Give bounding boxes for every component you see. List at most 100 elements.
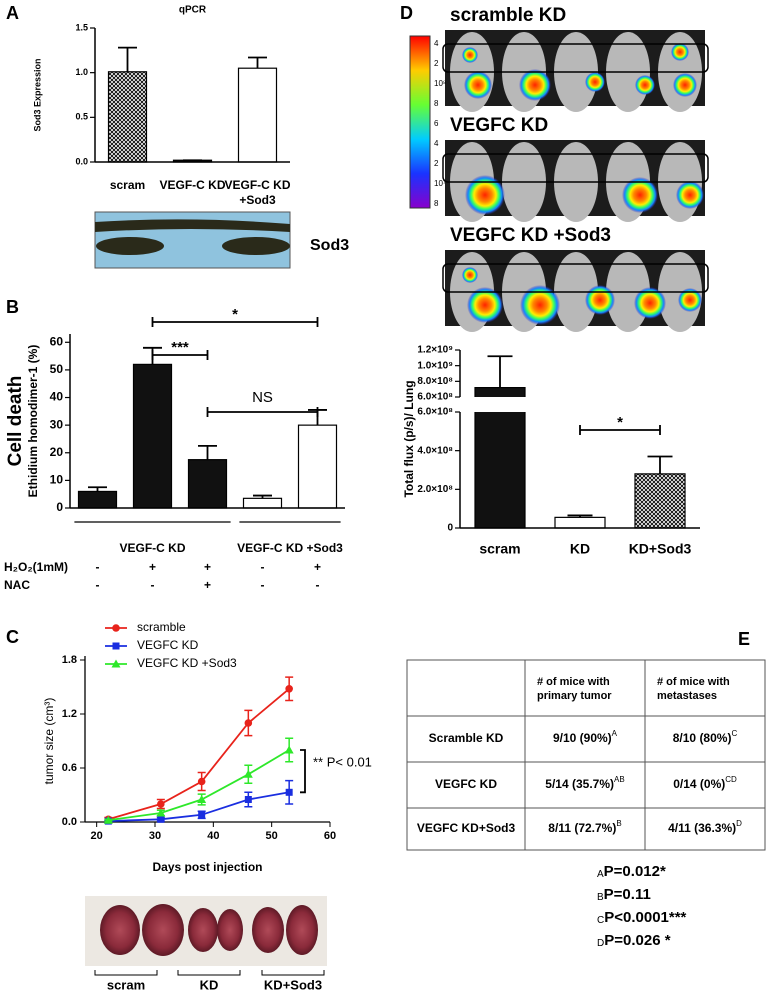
cell-superscript: AB — [614, 775, 625, 784]
y-tick-label: 0.6 — [62, 762, 77, 774]
table-border — [406, 659, 766, 851]
signal — [467, 287, 503, 323]
panel-letter: D — [400, 3, 413, 23]
blot-band — [222, 237, 290, 255]
significance-label: NS — [252, 389, 273, 406]
marker — [197, 795, 207, 803]
error-bar — [647, 455, 673, 474]
tumor — [100, 905, 140, 955]
x-tick-label: VEGF-C KD +Sod3 — [225, 178, 291, 207]
p-value: DP=0.026 * — [597, 932, 671, 949]
y-tick-label: 0 — [56, 500, 63, 514]
p-value: BP=0.11 — [597, 886, 651, 903]
p-value-letter: A — [597, 869, 604, 880]
image-label: VEGFC KD — [450, 115, 548, 136]
significance-label: ** P< 0.01 — [313, 755, 372, 770]
colorbar-label: 8 — [434, 199, 439, 208]
blot-label: Sod3 — [310, 237, 349, 254]
marker — [157, 800, 165, 808]
table-cell: 4/11 (36.3%)D — [668, 819, 742, 835]
signal — [634, 287, 666, 319]
marker — [244, 796, 252, 803]
panel-letter: E — [738, 629, 750, 649]
y-tick-label: 10 — [50, 473, 64, 487]
y-tick-label: 1.8 — [62, 654, 77, 666]
colorbar-label: 2 — [434, 159, 439, 168]
significance-label: *** — [171, 339, 189, 356]
bar — [554, 516, 606, 529]
x-tick-label: KD — [570, 541, 590, 557]
cell-text: 9/10 (90%) — [553, 731, 612, 745]
y-tick-label: 1.2×10⁹ — [417, 345, 453, 356]
row-label: VEGFC KD+Sod3 — [417, 821, 516, 835]
signal — [585, 72, 605, 92]
table-cell: 9/10 (90%)A — [553, 729, 618, 745]
row-label: Scramble KD — [429, 731, 504, 745]
cell-superscript: D — [736, 819, 742, 828]
table-cell: 8/11 (72.7%)B — [548, 819, 621, 835]
marker — [157, 815, 165, 823]
y-axis-label: tumor size (cm³) — [42, 698, 56, 785]
x-tick-label: scram — [479, 541, 520, 557]
panel-letter: C — [6, 627, 19, 647]
error-bar — [567, 514, 593, 518]
cell-superscript: C — [731, 729, 737, 738]
chart-title: qPCR — [179, 5, 207, 16]
y-tick-label: 1.0 — [75, 67, 88, 77]
bar — [242, 497, 283, 509]
signal — [676, 181, 704, 209]
significance-bracket — [206, 407, 319, 417]
y-tick-label: 1.5 — [75, 22, 88, 32]
tumor — [252, 907, 284, 953]
colorbar-label: 10⁸ — [434, 79, 446, 88]
condition-value: - — [96, 560, 100, 574]
series-line — [108, 749, 290, 822]
significance-bracket — [151, 317, 319, 327]
error-bar — [253, 494, 272, 499]
blot-band — [96, 237, 164, 255]
legend-label: VEGFC KD — [137, 638, 199, 652]
marker — [285, 788, 293, 796]
x-tick-label: 40 — [207, 830, 219, 842]
cell-text: 5/14 (35.7%) — [545, 777, 614, 791]
y-tick-label: 1.2 — [62, 708, 77, 720]
p-value-text: P<0.0001*** — [604, 909, 686, 926]
y-tick-label: 20 — [50, 445, 64, 459]
y-tick-label: 2.0×10⁸ — [417, 484, 453, 495]
blot-band — [95, 219, 290, 232]
p-value-text: P=0.026 * — [604, 932, 670, 949]
roi-box — [442, 43, 709, 73]
error-bar — [487, 355, 513, 388]
signal — [520, 285, 560, 325]
table-cell: 8/10 (80%)C — [673, 729, 738, 745]
x-tick-label: 60 — [324, 830, 336, 842]
y-tick-label: 1.0×10⁹ — [417, 360, 453, 371]
y-tick-label: 0.0 — [62, 816, 77, 828]
tumor — [286, 905, 318, 955]
condition-value: + — [149, 560, 156, 574]
colorbar-label: 10⁷ — [434, 179, 446, 188]
chart-title: Cell death — [5, 376, 26, 467]
y-axis-label: Sod3 Expression — [32, 58, 42, 131]
roi-box — [442, 153, 709, 183]
x-tick-label: scram — [110, 178, 145, 192]
marker — [243, 769, 253, 778]
group-bracket — [94, 970, 325, 976]
signal — [462, 47, 478, 63]
group-label: VEGF-C KD — [120, 541, 186, 555]
p-value-letter: B — [597, 892, 604, 903]
signal — [465, 175, 505, 215]
x-tick-label: 30 — [149, 830, 161, 842]
y-tick-label: 6.0×10⁸ — [417, 407, 453, 418]
error-bar — [88, 486, 107, 492]
table-header: # of mice with primary tumor — [537, 676, 612, 702]
y-tick-label: 30 — [50, 417, 64, 431]
marker — [198, 811, 206, 819]
group-label: VEGF-C KD +Sod3 — [237, 541, 343, 555]
colorbar-label: 8 — [434, 99, 439, 108]
colorbar — [409, 35, 431, 209]
marker — [112, 642, 120, 650]
tumor-label: scram — [107, 977, 145, 992]
p-value-letter: C — [597, 915, 604, 926]
